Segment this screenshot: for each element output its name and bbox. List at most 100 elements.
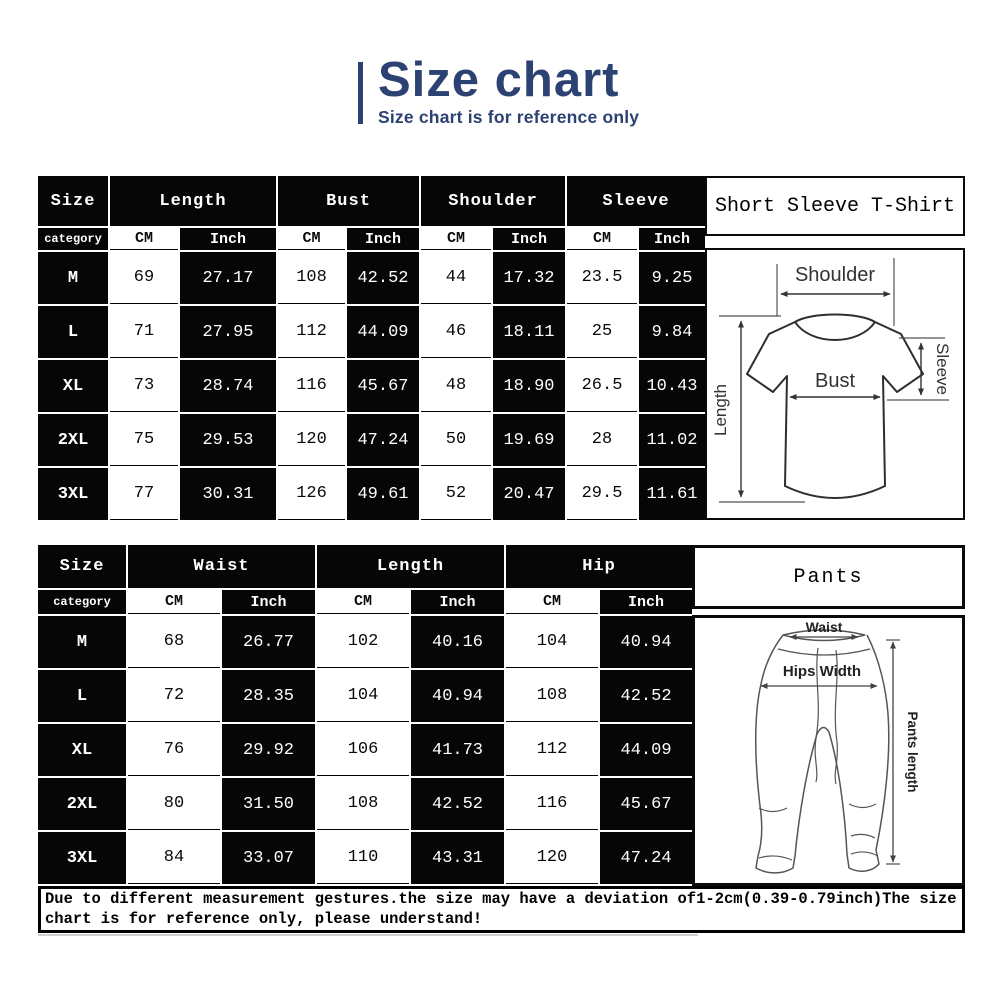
waist-column-header: Waist: [128, 545, 316, 588]
shoulder-column-header: Shoulder: [421, 176, 565, 226]
brand-accent-bar: [358, 62, 363, 124]
size-cell: XL: [38, 360, 108, 412]
measurement-cell: 110: [317, 832, 410, 884]
measurement-cell: 40.16: [411, 616, 505, 668]
table-header-row: Size Waist Length Hip: [38, 545, 693, 588]
table-row: L 72 28.35 104 40.94 108 42.52: [38, 670, 693, 722]
measurement-cell: 41.73: [411, 724, 505, 776]
measurement-cell: 11.02: [639, 414, 705, 466]
table-row: 2XL 80 31.50 108 42.52 116 45.67: [38, 778, 693, 830]
size-cell: M: [38, 616, 126, 668]
hips-width-label: Hips Width: [783, 663, 861, 680]
inch-unit-header: Inch: [493, 228, 565, 250]
measurement-cell: 17.32: [493, 252, 565, 304]
measurement-cell: 40.94: [600, 616, 693, 668]
tshirt-diagram-svg: Shoulder Length Bust Sleeve: [711, 258, 952, 503]
measurement-cell: 108: [317, 778, 410, 830]
page-subtitle: Size chart is for reference only: [378, 107, 640, 127]
disclaimer-line-1: Due to different measurement gestures.th…: [45, 890, 957, 908]
measurement-cell: 72: [128, 670, 220, 722]
size-column-header: Size: [38, 545, 126, 588]
measurement-cell: 28: [567, 414, 637, 466]
measurement-cell: 47.24: [347, 414, 419, 466]
measurement-cell: 44.09: [347, 306, 419, 358]
measurement-cell: 18.11: [493, 306, 565, 358]
measurement-cell: 29.92: [222, 724, 316, 776]
size-cell: XL: [38, 724, 126, 776]
measurement-cell: 102: [317, 616, 410, 668]
measurement-cell: 18.90: [493, 360, 565, 412]
measurement-cell: 45.67: [600, 778, 693, 830]
bust-label: Bust: [815, 370, 855, 392]
tshirt-panel-title: Short Sleeve T-Shirt: [705, 176, 965, 236]
measurement-cell: 42.52: [347, 252, 419, 304]
measurement-cell: 28.35: [222, 670, 316, 722]
category-header: category: [38, 590, 126, 614]
measurement-cell: 120: [278, 414, 345, 466]
size-cell: M: [38, 252, 108, 304]
measurement-cell: 104: [317, 670, 410, 722]
table-row: XL 73 28.74 116 45.67 48 18.90 26.5 10.4…: [38, 360, 705, 412]
inch-unit-header: Inch: [347, 228, 419, 250]
measurement-cell: 112: [506, 724, 599, 776]
table-row: 3XL 77 30.31 126 49.61 52 20.47 29.5 11.…: [38, 468, 705, 520]
measurement-cell: 29.5: [567, 468, 637, 520]
size-column-header: Size: [38, 176, 108, 226]
table-row: M 69 27.17 108 42.52 44 17.32 23.5 9.25: [38, 252, 705, 304]
measurement-cell: 73: [110, 360, 178, 412]
measurement-cell: 112: [278, 306, 345, 358]
measurement-cell: 116: [506, 778, 599, 830]
measurement-cell: 42.52: [411, 778, 505, 830]
size-cell: L: [38, 306, 108, 358]
measurement-cell: 26.77: [222, 616, 316, 668]
measurement-cell: 75: [110, 414, 178, 466]
bust-column-header: Bust: [278, 176, 419, 226]
measurement-cell: 44: [421, 252, 491, 304]
inch-unit-header: Inch: [639, 228, 705, 250]
measurement-cell: 10.43: [639, 360, 705, 412]
sleeve-label: Sleeve: [933, 343, 952, 395]
brand-header: Size chart Size chart is for reference o…: [358, 55, 639, 128]
measurement-cell: 52: [421, 468, 491, 520]
measurement-cell: 20.47: [493, 468, 565, 520]
size-cell: 2XL: [38, 778, 126, 830]
table-row: XL 76 29.92 106 41.73 112 44.09: [38, 724, 693, 776]
table-row: 3XL 84 33.07 110 43.31 120 47.24: [38, 832, 693, 884]
measurement-cell: 11.61: [639, 468, 705, 520]
pants-length-guides: [886, 639, 900, 865]
table-row: L 71 27.95 112 44.09 46 18.11 25 9.84: [38, 306, 705, 358]
measurement-cell: 25: [567, 306, 637, 358]
measurement-cell: 42.52: [600, 670, 693, 722]
pants-fabric-folds: [758, 803, 879, 861]
cm-unit-header: CM: [317, 590, 410, 614]
cm-unit-header: CM: [421, 228, 491, 250]
measurement-cell: 71: [110, 306, 178, 358]
table-header-row: Size Length Bust Shoulder Sleeve: [38, 176, 705, 226]
shoulder-label: Shoulder: [795, 264, 875, 286]
category-header: category: [38, 228, 108, 250]
shoulder-guides: [776, 258, 895, 326]
measurement-cell: 80: [128, 778, 220, 830]
disclaimer-line-2: chart is for reference only, please unde…: [45, 910, 483, 928]
brand-text: Size chart Size chart is for reference o…: [378, 55, 639, 128]
measurement-cell: 120: [506, 832, 599, 884]
measurement-cell: 69: [110, 252, 178, 304]
measurement-cell: 9.84: [639, 306, 705, 358]
length-column-header: Length: [317, 545, 505, 588]
measurement-cell: 104: [506, 616, 599, 668]
inch-unit-header: Inch: [180, 228, 276, 250]
measurement-cell: 68: [128, 616, 220, 668]
measurement-cell: 44.09: [600, 724, 693, 776]
cm-unit-header: CM: [110, 228, 178, 250]
measurement-cell: 9.25: [639, 252, 705, 304]
tshirt-outline: [746, 313, 924, 499]
sleeve-guides: [887, 337, 949, 401]
measurement-cell: 126: [278, 468, 345, 520]
measurement-cell: 116: [278, 360, 345, 412]
inch-unit-header: Inch: [222, 590, 316, 614]
footer-shadow-line: [38, 934, 698, 936]
table-row: 2XL 75 29.53 120 47.24 50 19.69 28 11.02: [38, 414, 705, 466]
measurement-cell: 84: [128, 832, 220, 884]
pants-length-label: Pants length: [905, 711, 920, 792]
hip-column-header: Hip: [506, 545, 693, 588]
